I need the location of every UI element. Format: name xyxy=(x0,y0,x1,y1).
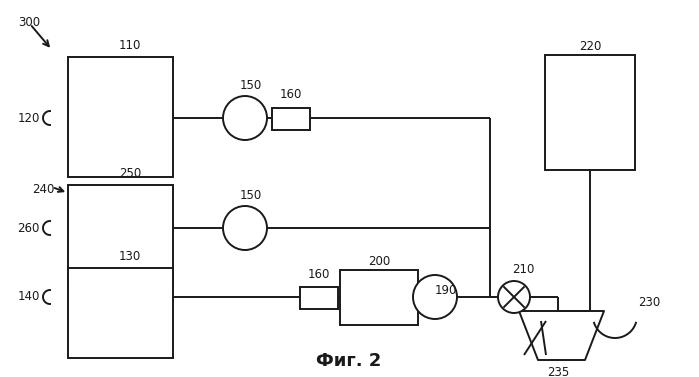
Text: 260: 260 xyxy=(17,222,40,234)
Bar xyxy=(68,185,173,285)
Bar xyxy=(68,268,173,358)
Circle shape xyxy=(223,206,267,250)
Bar xyxy=(300,287,338,309)
Circle shape xyxy=(223,96,267,140)
Text: 190: 190 xyxy=(435,284,457,297)
Text: 230: 230 xyxy=(638,296,661,310)
Text: 220: 220 xyxy=(579,40,601,53)
Text: 250: 250 xyxy=(119,167,141,180)
Text: 110: 110 xyxy=(119,39,141,52)
Text: 300: 300 xyxy=(18,16,40,29)
Polygon shape xyxy=(519,311,604,360)
Bar xyxy=(545,55,635,170)
Text: 240: 240 xyxy=(32,183,55,196)
Text: 160: 160 xyxy=(280,88,302,101)
Text: 150: 150 xyxy=(240,79,262,92)
Bar xyxy=(272,108,310,130)
Text: 130: 130 xyxy=(119,250,141,263)
Text: Фиг. 2: Фиг. 2 xyxy=(317,352,382,370)
Circle shape xyxy=(413,275,457,319)
Text: 140: 140 xyxy=(17,291,40,303)
Text: 200: 200 xyxy=(368,255,390,268)
Text: 235: 235 xyxy=(547,366,569,377)
Text: 160: 160 xyxy=(308,268,330,281)
Bar xyxy=(340,270,418,325)
Text: 210: 210 xyxy=(512,263,534,276)
Text: 150: 150 xyxy=(240,189,262,202)
Circle shape xyxy=(498,281,530,313)
Bar xyxy=(68,57,173,177)
Text: 120: 120 xyxy=(17,112,40,124)
